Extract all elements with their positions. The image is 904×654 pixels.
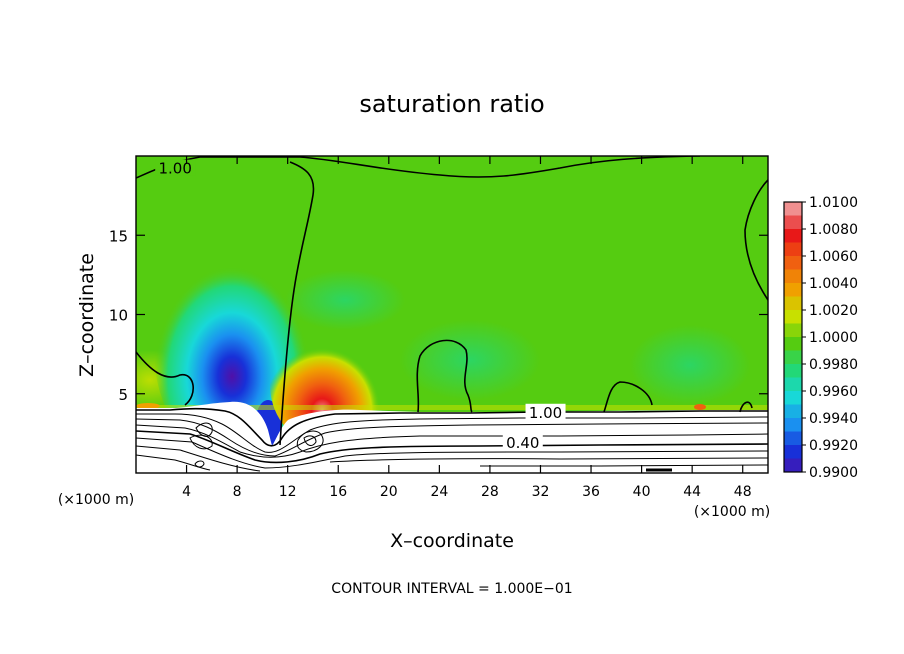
colorbar-level-label: 1.0000 (809, 330, 858, 346)
contour-lines (136, 156, 768, 472)
colorbar-level-label: 1.0040 (809, 276, 858, 292)
field-white-lower (136, 401, 768, 473)
colorbar-level-label: 0.9980 (809, 357, 858, 373)
contour-vertical-1.00 (279, 161, 315, 446)
colorbar-level-label: 1.0080 (809, 222, 858, 238)
contour-ridge-loop-2 (189, 434, 213, 450)
colorbar-level-label: 1.0100 (809, 195, 858, 211)
field-soft-mid2 (630, 325, 750, 405)
contour-surface-4 (136, 424, 768, 458)
field-moist-spot-0 (136, 403, 160, 409)
field-soft-upper (285, 270, 405, 330)
x-tick-label: 16 (329, 484, 347, 500)
contour-ridge-cluster (296, 430, 324, 453)
contour-label: 1.00 (158, 160, 191, 178)
contour-label-bg (525, 403, 566, 420)
colorbar-swatch-blend (784, 215, 802, 229)
y-tick-label: 15 (109, 227, 128, 245)
contour-surface-5 (136, 430, 768, 464)
colorbar-swatch-blend (784, 242, 802, 256)
colorbar-level-label: 1.0020 (809, 303, 858, 319)
colorbar-swatch-blend (784, 269, 802, 283)
contour-top-1.00 (136, 156, 701, 179)
x-axis-ticks: 4 8 12 16 20 24 28 32 36 40 44 48 (182, 156, 752, 500)
x-tick-label: 28 (481, 484, 499, 500)
contour-label-bg (502, 433, 543, 450)
colorbar-level-label: 0.9940 (809, 411, 858, 427)
contour-small-loop-bottom (194, 460, 205, 468)
field-moist-spot-44 (694, 404, 706, 410)
contour-bump-24 (416, 339, 473, 413)
y-tick-label: 10 (109, 307, 128, 325)
x-tick-label: 4 (182, 484, 191, 500)
colorbar-swatch-blend (784, 350, 802, 364)
x-unit-right: (×1000 m) (694, 504, 770, 520)
field-surface-layer (136, 405, 768, 410)
contour-ridge-loop-1 (195, 422, 213, 437)
colorbar-level-label: 0.9920 (809, 438, 858, 454)
contour-label-bg (155, 159, 196, 176)
contour-left-1.00 (136, 351, 194, 406)
contour-label: 0.40 (506, 434, 539, 452)
contour-surface-7 (136, 445, 768, 472)
x-unit-left: (×1000 m) (58, 492, 134, 508)
x-tick-label: 44 (683, 484, 701, 500)
contour-bump-38 (603, 381, 653, 413)
colorbar-level-label: 0.9960 (809, 384, 858, 400)
contour-surface-6 (136, 437, 768, 469)
colorbar-level-label: 0.9900 (809, 465, 858, 481)
x-tick-label: 40 (633, 484, 651, 500)
contour-surface-2 (136, 413, 768, 453)
x-tick-label: 20 (380, 484, 398, 500)
contour-small-44 (739, 401, 753, 413)
x-tick-label: 12 (279, 484, 297, 500)
y-axis-ticks: 5 10 15 (109, 227, 768, 404)
colorbar-swatch-blend (784, 431, 802, 445)
colorbar-swatch-blend (784, 458, 802, 472)
colorbar-swatch-blend (784, 296, 802, 310)
colorbar-swatch-blend (784, 323, 802, 337)
contour-label: 1.00 (529, 404, 562, 422)
x-axis-label: X–coordinate (390, 530, 514, 552)
y-axis-label: Z–coordinate (76, 253, 98, 377)
field-soft-mid1 (400, 320, 540, 400)
x-tick-label: 32 (532, 484, 550, 500)
contour-right-1.00 (744, 179, 768, 301)
contour-surface-8 (136, 454, 768, 471)
contour-labels: 1.00 1.00 0.40 (155, 159, 566, 452)
x-tick-label: 24 (430, 484, 448, 500)
colorbar-level-label: 1.0060 (809, 249, 858, 265)
contour-surface-3 (136, 418, 768, 457)
x-tick-label: 48 (734, 484, 752, 500)
x-tick-label: 8 (233, 484, 242, 500)
y-tick-label: 5 (118, 386, 128, 404)
contour-interval-note: CONTOUR INTERVAL = 1.000E−01 (331, 581, 572, 597)
colorbar-swatch-blend (784, 377, 802, 391)
x-tick-label: 36 (582, 484, 600, 500)
plot-area (136, 156, 768, 473)
contour-surface-1 (136, 407, 768, 447)
colorbar: 1.0100 1.0080 1.0060 1.0040 1.0020 1.0000 0.99… (783, 195, 858, 481)
colorbar-swatch-blend (784, 404, 802, 418)
chart-title: saturation ratio (359, 90, 544, 118)
